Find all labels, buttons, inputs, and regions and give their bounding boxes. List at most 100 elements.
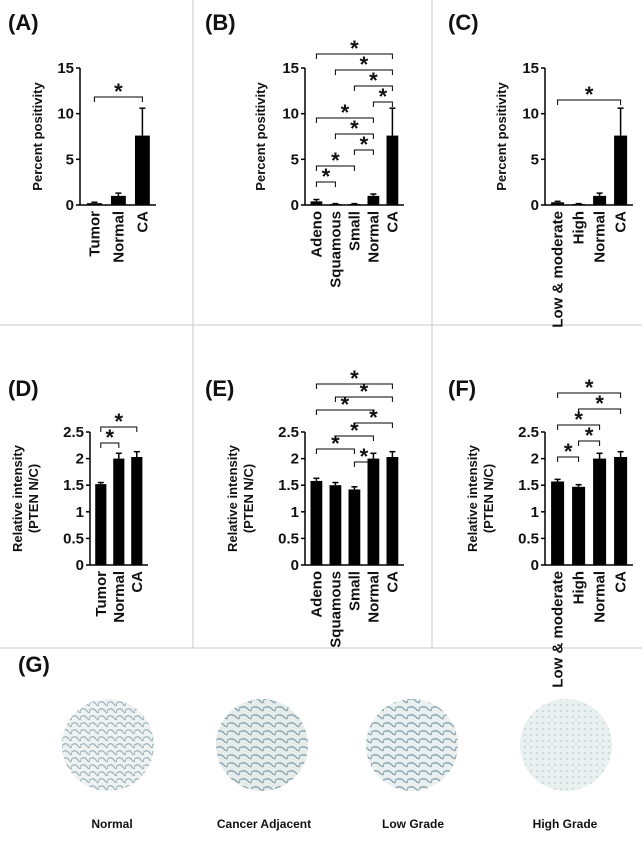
y-tick-label: 5 — [531, 151, 539, 168]
y-tick-label: 0.5 — [518, 530, 539, 547]
bar — [310, 201, 323, 205]
y-tick-label: 1.5 — [63, 477, 84, 494]
bar — [348, 204, 361, 205]
y-tick-label: 2.5 — [278, 424, 299, 441]
x-tick-label: Normal — [111, 571, 128, 623]
significance-bracket — [93, 96, 143, 102]
significance-bracket — [353, 422, 393, 428]
x-tick-label: Adeno — [308, 211, 325, 258]
significance-label: * — [585, 423, 594, 448]
x-tick-label: Small — [346, 571, 363, 611]
y-axis-title: Relative intensity — [10, 444, 25, 552]
significance-label: * — [360, 52, 369, 77]
y-tick-label: 2.5 — [63, 424, 84, 441]
y-tick-label: 1 — [291, 504, 299, 521]
significance-bracket — [557, 392, 622, 398]
y-tick-label: 0 — [76, 557, 84, 574]
y-axis-title: (PTEN N/C) — [26, 464, 41, 533]
y-tick-label: 5 — [291, 151, 299, 168]
x-tick-label: High — [571, 211, 588, 244]
y-tick-label: 0.5 — [63, 530, 84, 547]
tissue-texture — [520, 699, 612, 791]
y-tick-label: 15 — [282, 60, 299, 77]
bar — [310, 480, 323, 565]
bar — [131, 457, 143, 565]
significance-bracket — [353, 461, 374, 467]
significance-bracket — [334, 69, 393, 75]
x-tick-label: Small — [346, 211, 363, 251]
significance-label: * — [106, 425, 115, 450]
y-axis-title: Percent positivity — [253, 82, 268, 191]
y-tick-label: 1.5 — [278, 477, 299, 494]
significance-bracket — [315, 53, 393, 59]
tissue-texture — [62, 699, 154, 791]
significance-bracket — [315, 383, 393, 389]
significance-label: * — [322, 164, 331, 189]
x-tick-label: Squamous — [327, 211, 344, 288]
x-tick-label: Tumor — [86, 211, 103, 257]
significance-bracket — [315, 117, 374, 123]
bar — [386, 135, 399, 205]
image-caption: Low Grade — [382, 817, 444, 831]
y-tick-label: 0 — [291, 197, 299, 214]
significance-label: * — [350, 418, 359, 443]
x-tick-label: Normal — [365, 571, 382, 623]
x-tick-label: CA — [384, 571, 401, 593]
x-tick-label: Adeno — [308, 571, 325, 618]
bar — [572, 486, 586, 565]
y-axis-title: (PTEN N/C) — [241, 464, 256, 533]
significance-label: * — [585, 375, 594, 400]
significance-label: * — [369, 68, 378, 93]
significance-bracket — [334, 396, 393, 402]
x-tick-label: CA — [384, 211, 401, 233]
x-tick-label: Normal — [592, 571, 609, 623]
y-tick-label: 2 — [76, 451, 84, 468]
significance-label: * — [360, 444, 369, 469]
x-tick-label: CA — [613, 211, 630, 233]
bar — [572, 204, 586, 205]
bar — [110, 195, 126, 205]
image-caption: Normal — [91, 817, 132, 831]
y-tick-label: 0 — [66, 197, 74, 214]
significance-label: * — [350, 116, 359, 141]
significance-label: * — [379, 84, 388, 109]
significance-label: * — [360, 379, 369, 404]
significance-label: * — [114, 79, 123, 104]
significance-bracket — [578, 440, 601, 446]
significance-bracket — [557, 456, 580, 462]
bar — [134, 135, 150, 205]
y-axis-title: Percent positivity — [30, 82, 45, 191]
x-tick-label: CA — [613, 571, 630, 593]
bar — [593, 458, 607, 565]
significance-bracket — [334, 435, 374, 441]
bar — [367, 458, 380, 565]
x-tick-label: CA — [134, 211, 151, 233]
panel-label: (C) — [448, 10, 479, 35]
significance-label: * — [360, 132, 369, 157]
y-tick-label: 1 — [531, 504, 539, 521]
significance-bracket — [315, 165, 355, 171]
significance-bracket — [353, 85, 393, 91]
significance-bracket — [100, 426, 138, 432]
y-tick-label: 0 — [291, 557, 299, 574]
panel-label: (G) — [18, 652, 50, 677]
bar — [551, 202, 565, 205]
x-tick-label: Normal — [110, 211, 127, 263]
bar — [348, 489, 361, 565]
significance-label: * — [341, 392, 350, 417]
x-tick-label: Normal — [592, 211, 609, 263]
bar — [551, 481, 565, 565]
y-axis-title: Relative intensity — [465, 444, 480, 552]
panel-label: (E) — [205, 376, 234, 401]
y-tick-label: 2 — [531, 451, 539, 468]
y-tick-label: 1.5 — [518, 477, 539, 494]
bar — [113, 458, 125, 565]
significance-bracket — [315, 448, 355, 454]
y-tick-label: 15 — [57, 60, 74, 77]
x-tick-label: High — [571, 571, 588, 604]
x-tick-label: CA — [129, 571, 146, 593]
significance-label: * — [331, 431, 340, 456]
bar — [614, 457, 628, 565]
bar — [329, 204, 342, 205]
